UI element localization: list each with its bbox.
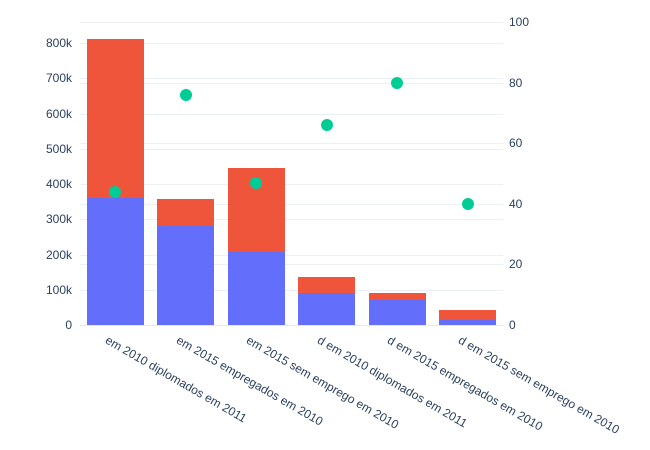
- gridline-left-axis: [80, 148, 503, 150]
- y-axis-left-tick-label: 0: [65, 318, 72, 332]
- gridline-right-axis: [80, 82, 503, 84]
- gridline-left-axis: [80, 254, 503, 256]
- y-axis-left-tick-label: 400k: [45, 177, 72, 191]
- gridline-right-axis: [80, 203, 503, 205]
- y-axis-right-tick-label: 80: [509, 75, 523, 90]
- bar-bottom-segment[interactable]: [227, 252, 285, 325]
- y-axis-right-tick-label: 60: [509, 136, 523, 151]
- bar-top-segment[interactable]: [298, 277, 356, 294]
- bar-top-segment[interactable]: [157, 198, 215, 227]
- bar-top-segment[interactable]: [439, 309, 497, 321]
- scatter-point[interactable]: [320, 119, 333, 132]
- y-axis-left-tick-label: 600k: [45, 106, 72, 121]
- gridline-left-axis: [80, 289, 503, 291]
- gridline-left-axis: [80, 184, 503, 185]
- bar-bottom-segment[interactable]: [157, 226, 215, 325]
- gridline-right-axis: [80, 143, 503, 145]
- gridline-right-axis: [80, 22, 503, 23]
- y-axis-right-tick-label: 0: [509, 318, 516, 332]
- y-axis-left-tick-label: 700k: [45, 71, 72, 86]
- y-axis-left-tick-label: 300k: [45, 212, 72, 227]
- bar-top-segment[interactable]: [86, 39, 144, 199]
- y-axis-left-tick-label: 500k: [45, 141, 72, 156]
- scatter-point[interactable]: [461, 197, 474, 210]
- y-axis-right-tick-label: 100: [509, 15, 530, 29]
- y-axis-left-tick-label: 100k: [45, 282, 72, 297]
- scatter-point[interactable]: [109, 185, 122, 198]
- y-axis-left-tick-label: 800k: [45, 36, 72, 50]
- bar-bottom-segment[interactable]: [86, 198, 144, 325]
- bar-bottom-segment[interactable]: [368, 300, 426, 325]
- scatter-point[interactable]: [179, 88, 192, 101]
- bar-top-segment[interactable]: [368, 292, 426, 301]
- scatter-point[interactable]: [391, 76, 404, 89]
- bar-bottom-segment[interactable]: [298, 293, 356, 325]
- scatter-point[interactable]: [250, 176, 263, 189]
- gridline-right-axis: [80, 264, 503, 266]
- x-axis-line: [80, 325, 503, 326]
- gridline-left-axis: [80, 219, 503, 221]
- y-axis-left-tick-label: 200k: [45, 247, 72, 262]
- gridline-left-axis: [80, 43, 503, 44]
- y-axis-right-tick-label: 40: [509, 196, 523, 211]
- bar-bottom-segment[interactable]: [439, 320, 497, 325]
- gridline-left-axis: [80, 78, 503, 80]
- gridline-left-axis: [80, 113, 503, 115]
- y-axis-right-tick-label: 20: [509, 257, 523, 272]
